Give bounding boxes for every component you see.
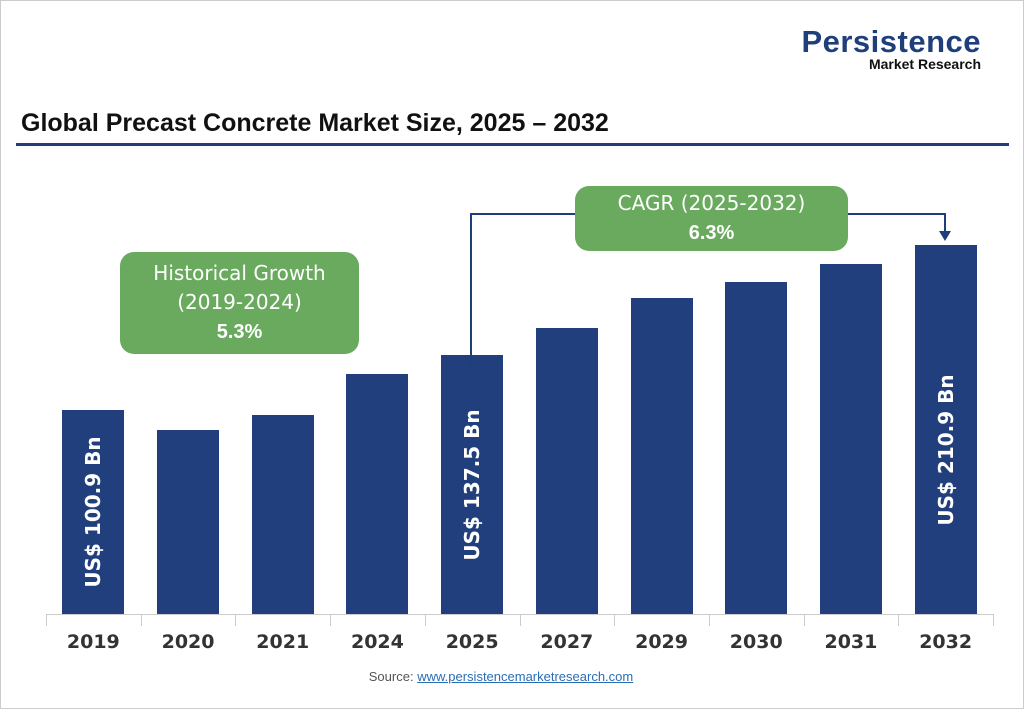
x-tick-separator <box>898 614 900 626</box>
bar-2031 <box>819 263 882 614</box>
x-tick-2029: 2029 <box>635 631 688 653</box>
x-tick-2024: 2024 <box>350 631 404 653</box>
historical-period: (2019-2024) <box>177 290 302 314</box>
x-tick-separator <box>803 614 805 626</box>
cagr-connector-down <box>944 213 946 233</box>
logo-line2: Market Research <box>868 56 981 72</box>
x-tick-separator <box>330 614 332 626</box>
chart-title: Global Precast Concrete Market Size, 202… <box>21 109 609 137</box>
bar-2029 <box>630 298 693 614</box>
logo: Persistence Market Research <box>801 24 981 72</box>
bar-2032 <box>914 245 977 614</box>
x-tick-2030: 2030 <box>729 631 783 653</box>
historical-value: 5.3% <box>216 321 263 343</box>
data-label-2032: US$ 210.9 Bn <box>933 373 958 526</box>
x-tick-2027: 2027 <box>540 631 594 653</box>
source-label: Source: <box>368 669 414 684</box>
source-link[interactable]: www.persistencemarketresearch.com <box>417 669 634 684</box>
x-tick-2031: 2031 <box>824 631 878 653</box>
historical-label: Historical Growth <box>153 261 326 285</box>
source-note: Source: www.persistencemarketresearch.co… <box>1 669 1001 684</box>
bar-2019 <box>62 410 125 614</box>
bar-2030 <box>725 281 788 614</box>
bar-2025 <box>441 355 504 614</box>
x-tick-2019: 2019 <box>66 631 120 653</box>
data-label-2025: US$ 137.5 Bn <box>460 409 485 561</box>
x-tick-separator <box>708 614 710 626</box>
x-tick-separator <box>424 614 426 626</box>
cagr-callout: CAGR (2025-2032) 6.3% <box>575 186 848 251</box>
bar-2020 <box>157 429 220 614</box>
cagr-connector-vertical <box>470 213 472 369</box>
x-tick-separator <box>46 614 47 626</box>
x-tick-2021: 2021 <box>256 631 310 653</box>
x-tick-separator <box>140 614 142 626</box>
x-tick-2025: 2025 <box>445 631 499 653</box>
bar-2027 <box>535 328 598 614</box>
arrow-down-icon <box>939 231 951 241</box>
title-divider <box>16 143 1009 146</box>
x-tick-2032: 2032 <box>919 631 973 653</box>
bar-2024 <box>346 374 409 614</box>
data-label-2019: US$ 100.9 Bn <box>81 436 106 588</box>
x-tick-separator <box>614 614 616 626</box>
historical-growth-callout: Historical Growth (2019-2024) 5.3% <box>120 252 359 354</box>
cagr-value: 6.3% <box>688 222 735 244</box>
cagr-connector-right <box>847 213 946 215</box>
logo-line1: Persistence <box>801 24 981 59</box>
cagr-label: CAGR (2025-2032) <box>617 191 806 215</box>
x-tick-separator <box>993 614 994 626</box>
cagr-connector-left <box>470 213 576 215</box>
x-tick-separator <box>235 614 237 626</box>
x-tick-2020: 2020 <box>161 631 215 653</box>
bar-2021 <box>251 414 314 614</box>
x-tick-separator <box>519 614 521 626</box>
